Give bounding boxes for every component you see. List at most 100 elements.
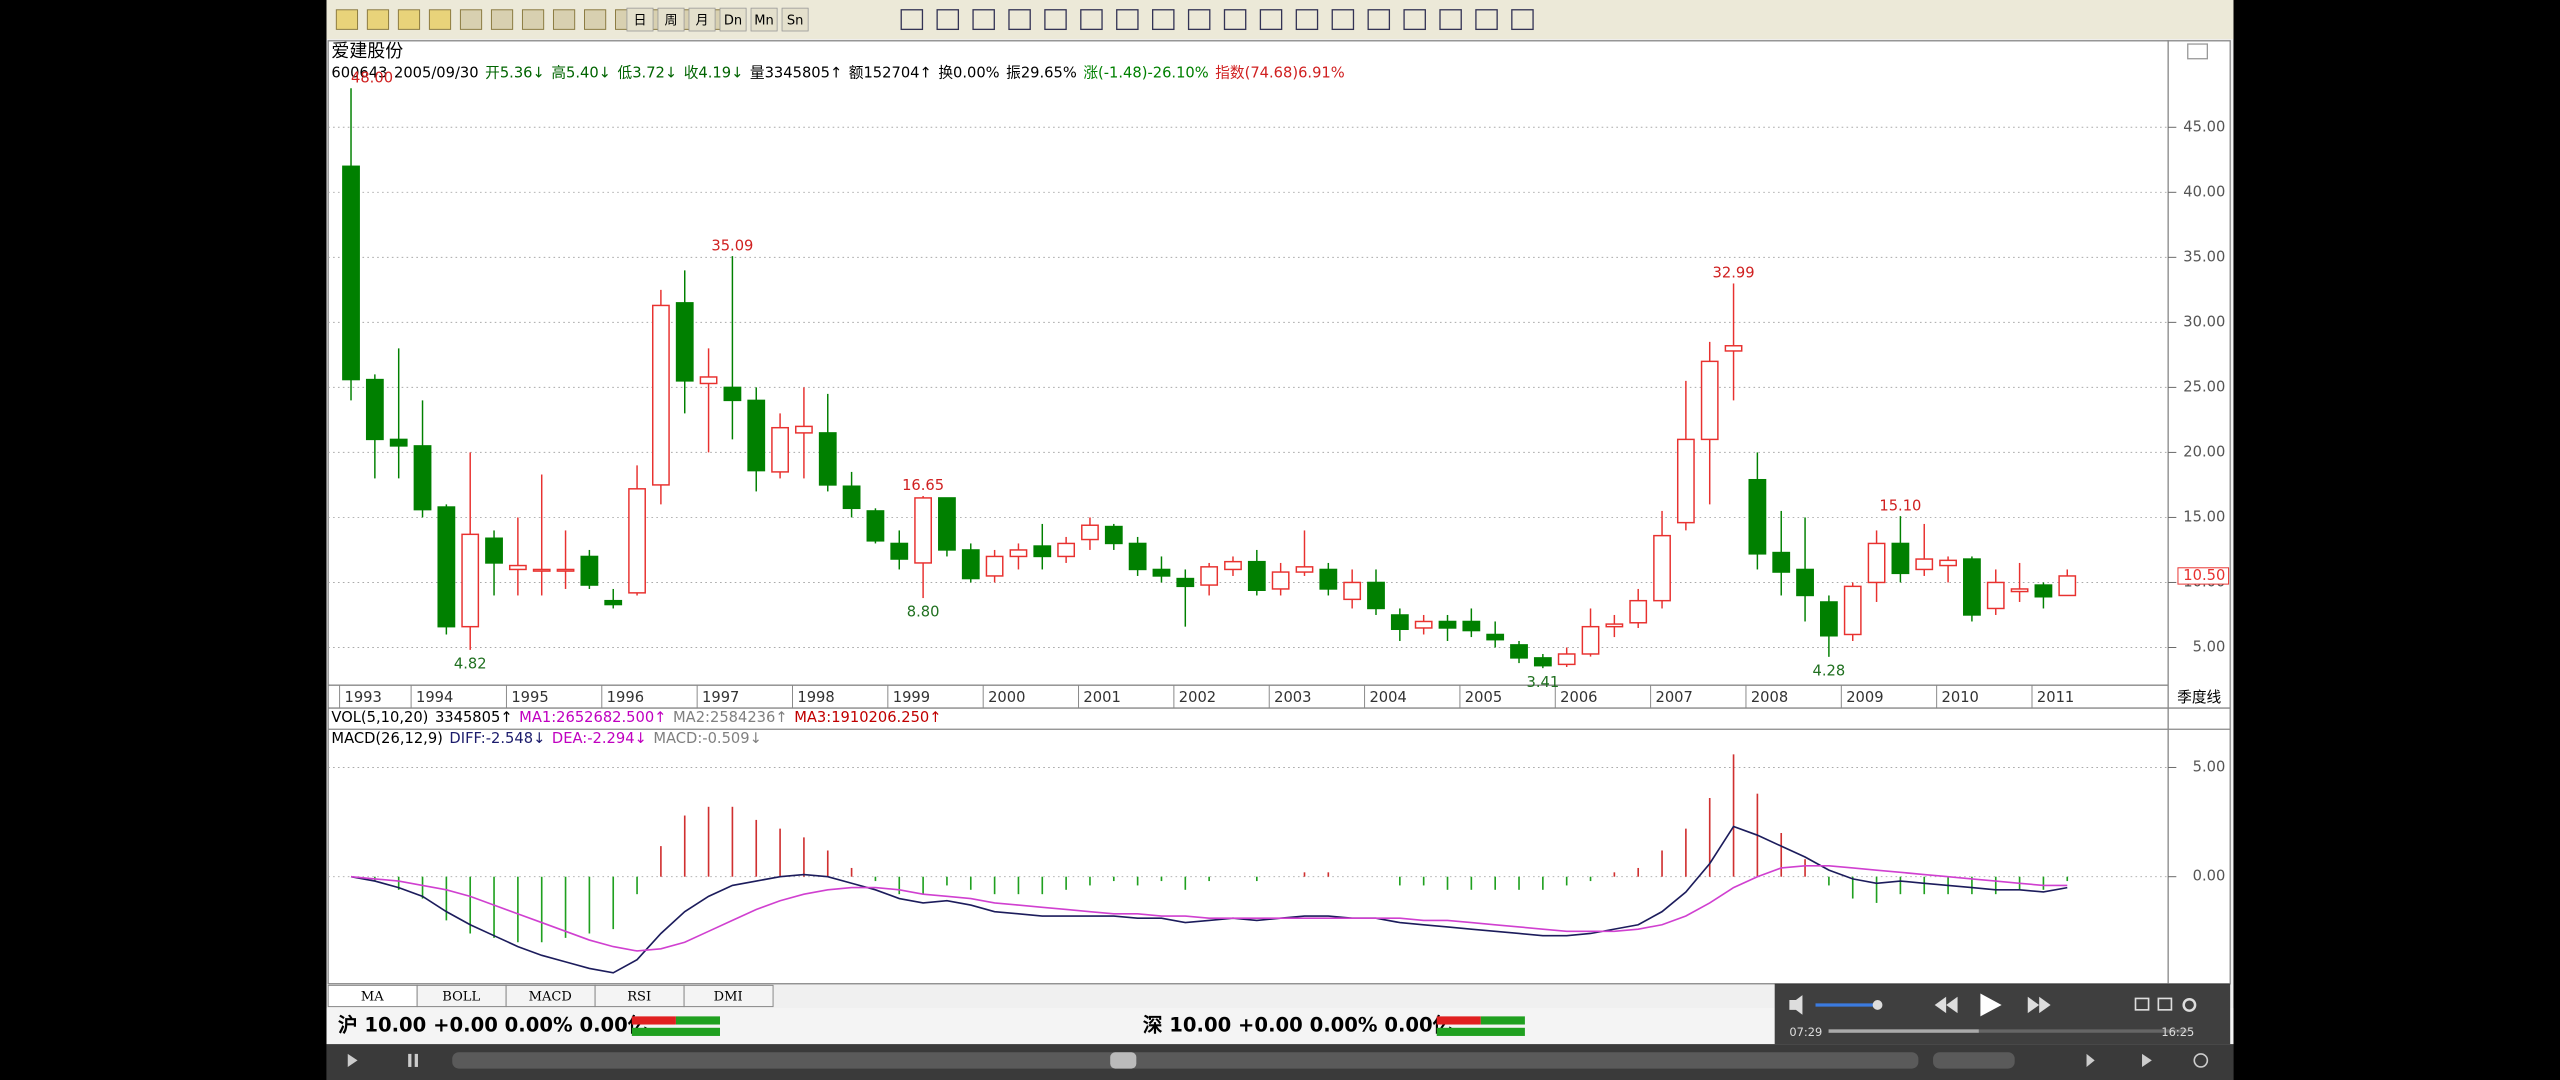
readout: 量3345805↑ bbox=[750, 64, 842, 81]
forward-button[interactable] bbox=[2039, 996, 2051, 1014]
seek-track[interactable] bbox=[452, 1052, 1919, 1069]
candle-body bbox=[1581, 625, 1600, 655]
tab-label[interactable]: BOLL bbox=[442, 989, 480, 1004]
high-label: 35.09 bbox=[711, 237, 753, 254]
draw-tool[interactable] bbox=[1259, 9, 1283, 31]
volume-knob[interactable] bbox=[1872, 1000, 1883, 1010]
tool-label[interactable]: Dn bbox=[724, 14, 742, 29]
tool-button[interactable] bbox=[781, 7, 809, 32]
draw-tool[interactable] bbox=[1403, 9, 1426, 31]
draw-tool[interactable] bbox=[900, 9, 924, 31]
draw-tool[interactable] bbox=[1475, 9, 1498, 31]
tool-label[interactable]: 日 bbox=[633, 14, 646, 29]
tab-label[interactable]: MA bbox=[361, 989, 384, 1004]
fullscreen-button[interactable] bbox=[2157, 997, 2173, 1011]
candle-body bbox=[914, 497, 933, 564]
x-tick-label: 1996 bbox=[607, 689, 644, 706]
candle-body bbox=[485, 537, 503, 564]
y-tick-label: 45.00 bbox=[2183, 118, 2225, 135]
forward-button[interactable] bbox=[2142, 1053, 2152, 1067]
draw-tool[interactable] bbox=[1295, 9, 1319, 31]
readout: 涨(-1.48)-26.10% bbox=[1083, 64, 1208, 81]
x-tick-label: 1995 bbox=[511, 689, 548, 706]
play-button[interactable] bbox=[1980, 993, 2002, 1017]
candle-body bbox=[1653, 534, 1671, 602]
draw-tool[interactable] bbox=[1152, 9, 1175, 31]
draw-tool[interactable] bbox=[1008, 9, 1031, 31]
draw-tool[interactable] bbox=[1223, 9, 1247, 31]
candle-body bbox=[938, 497, 956, 551]
pause-button[interactable] bbox=[408, 1053, 412, 1067]
tool-label[interactable]: 周 bbox=[664, 14, 677, 29]
draw-tool[interactable] bbox=[1367, 9, 1391, 31]
x-tick-label: 2007 bbox=[1656, 689, 1693, 706]
draw-tool[interactable] bbox=[972, 9, 995, 31]
forward-button[interactable] bbox=[2027, 996, 2040, 1014]
tool-icon[interactable] bbox=[397, 9, 421, 30]
low-label: 3.41 bbox=[1527, 674, 1560, 691]
draw-tool[interactable] bbox=[1511, 9, 1534, 31]
tool-label[interactable]: Sn bbox=[787, 14, 804, 29]
tab[interactable] bbox=[683, 984, 774, 1008]
x-tick-label: 2008 bbox=[1751, 689, 1788, 706]
seek-thumb[interactable] bbox=[1110, 1052, 1137, 1069]
candle-body bbox=[1891, 542, 1910, 575]
tool-button[interactable] bbox=[750, 7, 778, 32]
candle-body bbox=[1986, 581, 2005, 610]
mute-button[interactable] bbox=[1789, 995, 1803, 1015]
rewind-button[interactable] bbox=[1934, 996, 1947, 1014]
draw-tool[interactable] bbox=[1116, 9, 1139, 31]
tool-label[interactable]: Mn bbox=[754, 14, 774, 29]
tool-icon[interactable] bbox=[335, 9, 359, 30]
period-label: 季度线 bbox=[2177, 689, 2221, 706]
tool-icon[interactable] bbox=[428, 9, 452, 30]
readout: 指数(74.68)6.91% bbox=[1215, 64, 1345, 81]
sz-meter bbox=[1436, 1016, 1525, 1036]
candle-body bbox=[699, 376, 718, 385]
candle-body bbox=[1510, 644, 1528, 659]
candle-body bbox=[1081, 524, 1099, 541]
tool-icon[interactable] bbox=[366, 9, 390, 30]
tool-icon[interactable] bbox=[490, 9, 514, 30]
tool-button[interactable] bbox=[719, 7, 747, 32]
draw-tool[interactable] bbox=[1080, 9, 1103, 31]
tool-icon[interactable] bbox=[521, 9, 545, 30]
tab-label[interactable]: RSI bbox=[627, 989, 651, 1004]
draw-tool[interactable] bbox=[1331, 9, 1355, 31]
tool-label[interactable]: 月 bbox=[696, 14, 709, 29]
candle-body bbox=[389, 438, 408, 447]
candle-body bbox=[1629, 599, 1648, 624]
candle-body bbox=[675, 302, 694, 382]
gear-button[interactable] bbox=[2182, 998, 2197, 1012]
rewind-button[interactable] bbox=[1946, 996, 1958, 1014]
volume-track[interactable] bbox=[1933, 1052, 2015, 1069]
candle-body bbox=[437, 506, 456, 628]
candle-body bbox=[1224, 560, 1242, 571]
panel-button[interactable] bbox=[2187, 43, 2208, 60]
tab-label[interactable]: MACD bbox=[529, 989, 572, 1004]
tab-label[interactable]: DMI bbox=[714, 989, 743, 1004]
tool-button[interactable] bbox=[657, 7, 685, 32]
high-label: 16.65 bbox=[902, 477, 944, 494]
tool-button[interactable] bbox=[688, 7, 716, 32]
y-tick-label: 35.00 bbox=[2183, 248, 2225, 265]
candle-body bbox=[961, 549, 980, 580]
prev-button[interactable] bbox=[347, 1053, 358, 1067]
tool-button[interactable] bbox=[626, 7, 654, 32]
candle-body bbox=[1724, 345, 1743, 352]
tool-icon[interactable] bbox=[459, 9, 483, 30]
window-button[interactable] bbox=[2134, 997, 2150, 1011]
pause-button[interactable] bbox=[414, 1053, 418, 1067]
candle-body bbox=[1939, 559, 1957, 567]
rewind-button[interactable] bbox=[2086, 1053, 2095, 1067]
draw-tool[interactable] bbox=[1187, 9, 1211, 31]
draw-tool[interactable] bbox=[936, 9, 960, 31]
candle-body bbox=[2010, 588, 2029, 593]
tool-icon[interactable] bbox=[552, 9, 576, 30]
tool-icon[interactable] bbox=[584, 9, 607, 30]
draw-tool[interactable] bbox=[1044, 9, 1067, 31]
settings-button[interactable] bbox=[2193, 1053, 2209, 1068]
candle-body bbox=[1772, 551, 1791, 573]
draw-tool[interactable] bbox=[1439, 9, 1462, 31]
readout: MACD(26,12,9) bbox=[331, 730, 442, 747]
